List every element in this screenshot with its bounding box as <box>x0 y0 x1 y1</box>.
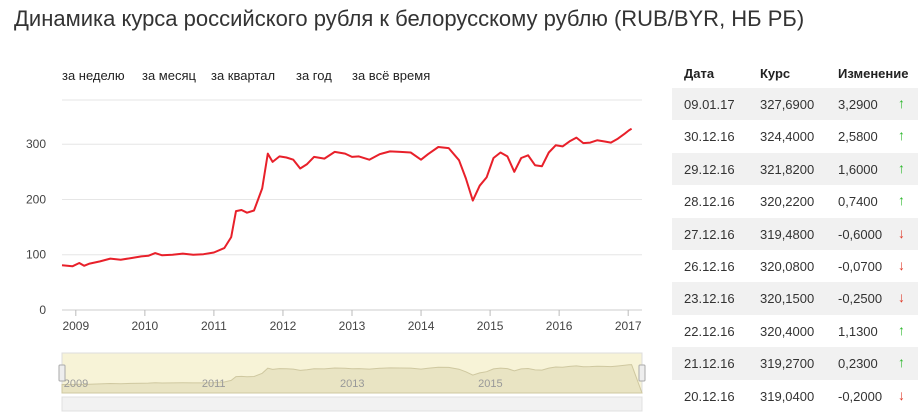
table-row: 26.12.16 320,0800 -0,0700 ↓ <box>672 250 918 282</box>
row-rate: 319,4800 <box>760 226 815 242</box>
arrow-up-icon: ↑ <box>898 354 905 371</box>
row-rate: 320,1500 <box>760 291 815 307</box>
navigator-label: 2011 <box>202 378 226 390</box>
row-rate: 321,8200 <box>760 161 815 177</box>
row-date: 22.12.16 <box>684 323 735 339</box>
x-tick-label: 2013 <box>339 319 366 333</box>
row-change: 1,6000 <box>838 161 878 177</box>
table-row: 09.01.17 327,6900 3,2900 ↑ <box>672 88 918 121</box>
arrow-up-icon: ↑ <box>898 321 905 338</box>
row-date: 09.01.17 <box>684 97 735 112</box>
tab-week[interactable]: за неделю <box>62 68 125 83</box>
header-rate: Курс <box>760 66 791 81</box>
table-row: 22.12.16 320,4000 1,1300 ↑ <box>672 315 918 347</box>
row-change: 1,1300 <box>838 323 878 339</box>
row-rate: 320,2200 <box>760 194 815 210</box>
navigator-scrollbar <box>61 396 643 412</box>
table-row: 28.12.16 320,2200 0,7400 ↑ <box>672 185 918 217</box>
x-ticks: 2009 2010 2011 2012 2013 2014 2015 2016 2017 <box>62 310 642 333</box>
x-tick-label: 2012 <box>270 319 297 333</box>
row-change: -0,6000 <box>838 226 883 242</box>
row-change: -0,0700 <box>838 258 883 274</box>
table-row: 29.12.16 321,8200 1,6000 ↑ <box>672 152 918 186</box>
range-navigator[interactable]: 2009 2011 2013 2015 <box>58 352 646 412</box>
y-tick-label: 300 <box>26 137 46 151</box>
arrow-up-icon: ↑ <box>898 95 905 111</box>
table-row: 21.12.16 319,2700 0,2300 ↑ <box>672 347 918 380</box>
rate-chart: 2009 2010 2011 2012 2013 2014 2015 2016 2017 0 10… <box>26 99 646 412</box>
row-rate: 327,6900 <box>760 97 815 112</box>
header-change: Изменение <box>838 66 909 81</box>
arrow-down-icon: ↓ <box>898 224 905 241</box>
row-change: 3,2900 <box>838 97 878 112</box>
arrow-up-icon: ↑ <box>898 159 905 176</box>
tab-all-time[interactable]: за всё время <box>352 68 431 83</box>
navigator-area <box>61 364 643 394</box>
rate-table: Дата Курс Изменение 09.01.17 327,6900 3,29… <box>672 56 918 412</box>
row-date: 30.12.16 <box>684 129 735 145</box>
y-tick-label: 0 <box>39 303 46 317</box>
row-date: 26.12.16 <box>684 258 735 274</box>
row-rate: 324,4000 <box>760 129 815 145</box>
table-header: Дата Курс Изменение <box>672 56 918 88</box>
navigator-handle-right[interactable] <box>638 364 646 382</box>
row-change: -0,2500 <box>838 291 883 307</box>
row-date: 27.12.16 <box>684 226 735 242</box>
tab-quarter[interactable]: за квартал <box>211 68 276 83</box>
arrow-down-icon: ↓ <box>898 289 905 306</box>
arrow-up-icon: ↑ <box>898 127 905 144</box>
row-rate: 320,0800 <box>760 258 815 274</box>
rate-line <box>61 127 633 268</box>
navigator-label: 2009 <box>64 378 88 390</box>
row-date: 20.12.16 <box>684 388 735 404</box>
table-row: 23.12.16 320,1500 -0,2500 ↓ <box>672 282 918 315</box>
row-rate: 319,0400 <box>760 388 815 404</box>
table-row: 27.12.16 319,4800 -0,6000 ↓ <box>672 217 918 250</box>
x-tick-label: 2011 <box>201 319 227 333</box>
row-change: 2,5800 <box>838 129 878 145</box>
row-change: 0,7400 <box>838 194 878 210</box>
x-tick-label: 2015 <box>477 319 504 333</box>
x-tick-label: 2010 <box>132 319 159 333</box>
row-date: 21.12.16 <box>684 356 735 372</box>
header-date: Дата <box>684 66 715 81</box>
tab-month[interactable]: за месяц <box>142 68 196 83</box>
y-tick-label: 100 <box>26 248 46 262</box>
arrow-up-icon: ↑ <box>898 192 905 209</box>
page-title: Динамика курса российского рубля к белор… <box>14 6 805 31</box>
row-date: 28.12.16 <box>684 194 735 210</box>
x-tick-label: 2017 <box>615 319 642 333</box>
y-tick-label: 200 <box>26 192 46 206</box>
row-rate: 319,2700 <box>760 356 815 372</box>
arrow-down-icon: ↓ <box>898 256 905 273</box>
x-tick-label: 2016 <box>546 319 573 333</box>
y-ticks: 0 100 200 300 <box>26 137 46 317</box>
row-change: -0,2000 <box>838 388 883 404</box>
navigator-label: 2015 <box>478 378 502 390</box>
navigator-handle-left[interactable] <box>58 364 66 382</box>
row-change: 0,2300 <box>838 356 878 372</box>
table-body: 09.01.17 327,6900 3,2900 ↑ 30.12.16 324,4000 2… <box>672 88 918 412</box>
x-tick-label: 2014 <box>408 319 435 333</box>
arrow-down-icon: ↓ <box>898 386 905 403</box>
row-rate: 320,4000 <box>760 323 815 339</box>
grid <box>62 99 642 311</box>
tab-year[interactable]: за год <box>296 68 332 83</box>
navigator-label: 2013 <box>340 378 364 390</box>
table-row: 20.12.16 319,0400 -0,2000 ↓ <box>672 380 918 412</box>
table-row: 30.12.16 324,4000 2,5800 ↑ <box>672 120 918 152</box>
series-line <box>61 127 633 268</box>
x-tick-label: 2009 <box>62 319 89 333</box>
row-date: 23.12.16 <box>684 291 735 307</box>
row-date: 29.12.16 <box>684 161 735 177</box>
